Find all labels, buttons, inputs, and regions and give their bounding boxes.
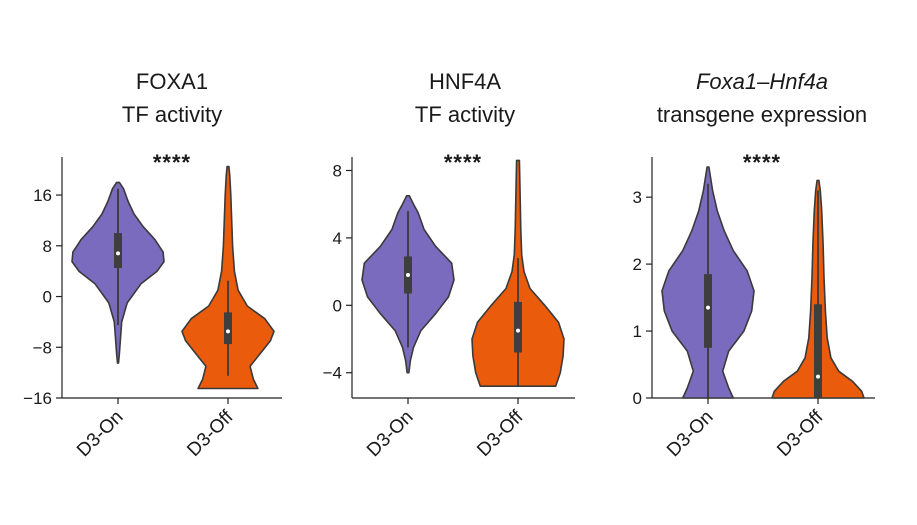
panel-2-title-line-2: TF activity [415,102,515,127]
median-dot-d3-off [516,328,520,333]
y-tick-label: −4 [323,364,342,383]
y-tick-label: 2 [633,255,642,274]
panel-2-title-line-1: HNF4A [429,69,501,94]
y-tick-label: 0 [43,288,52,307]
y-tick-label: 1 [633,322,642,341]
panel-hnf4a: HNF4A TF activity **** 8 4 0 −4 D3-On D3-Off [323,69,575,461]
median-dot-d3-off [226,329,230,334]
panel-1-significance-label: **** [153,150,191,175]
x-category-label: D3-Off [773,406,828,461]
median-dot-d3-on [406,272,410,277]
panel-3-title-line-2: transgene expression [657,102,867,127]
x-category-label: D3-Off [183,406,238,461]
x-category-label: D3-On [663,407,717,461]
x-category-label: D3-Off [473,406,528,461]
y-tick-label: 8 [333,161,342,180]
y-tick-label: 3 [633,188,642,207]
iqr-box-d3-on [704,274,712,348]
y-tick-label: −16 [23,389,52,408]
y-tick-label: −8 [33,338,52,357]
panel-1-plot-area: 16 8 0 −8 −16 D3-On D3-Off [23,157,282,461]
panel-3-title-line-1: Foxa1–Hnf4a [696,69,828,94]
panel-3-plot-area: 3 2 1 0 D3-On D3-Off [633,157,875,461]
y-tick-label: 4 [333,229,342,248]
iqr-box-d3-off [814,304,822,398]
y-tick-label: 0 [333,296,342,315]
y-tick-label: 0 [633,389,642,408]
y-tick-label: 16 [33,186,52,205]
iqr-box-d3-on [114,233,122,268]
panel-2-plot-area: 8 4 0 −4 D3-On D3-Off [323,157,575,461]
violin-d3-off [181,165,275,390]
panel-1-title-line-2: TF activity [122,102,222,127]
median-dot-d3-on [706,305,710,310]
panel-1-title-line-1: FOXA1 [136,69,208,94]
iqr-box-d3-off [514,301,522,353]
panel-transgene: Foxa1–Hnf4a transgene expression **** 3 2… [633,69,875,461]
median-dot-d3-off [816,374,820,379]
x-category-label: D3-On [73,407,127,461]
panel-3-significance-label: **** [743,150,781,175]
x-category-label: D3-On [363,407,417,461]
panel-foxa1: FOXA1 TF activity **** 16 8 0 −8 −16 D3-On D3-… [23,69,282,461]
panel-2-significance-label: **** [444,150,482,175]
iqr-box-d3-off [224,312,232,345]
median-dot-d3-on [116,251,120,256]
y-tick-label: 8 [43,237,52,256]
